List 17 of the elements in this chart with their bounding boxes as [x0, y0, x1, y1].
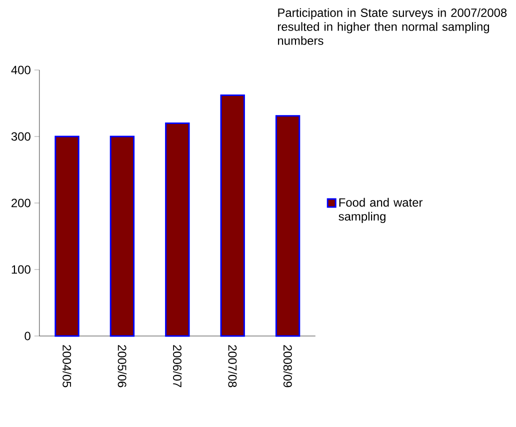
- x-tick-label: 2008/09: [283, 345, 292, 388]
- bar: [275, 115, 300, 337]
- y-tick-label: 100: [12, 265, 30, 274]
- text: Participation in State surveys in 2007/2008 resulted in higher then normal sampling numbers: [278, 8, 507, 45]
- y-tick-label: 200: [12, 198, 30, 208]
- x-tick-label: 2004/05: [62, 345, 72, 388]
- x-tick-label: 2006/07: [173, 345, 182, 388]
- bar: [165, 122, 190, 337]
- bar: [220, 94, 245, 337]
- x-tick-label: 2007/08: [228, 345, 237, 388]
- x-tick-label: 2005/06: [118, 345, 127, 388]
- y-tick-label: 0: [24, 332, 30, 340]
- bar: [110, 136, 135, 337]
- legend-label: Food and water sampling: [338, 198, 423, 224]
- bar: [54, 136, 80, 337]
- y-tick-label: 300: [11, 132, 30, 141]
- y-tick-label: 400: [11, 66, 30, 74]
